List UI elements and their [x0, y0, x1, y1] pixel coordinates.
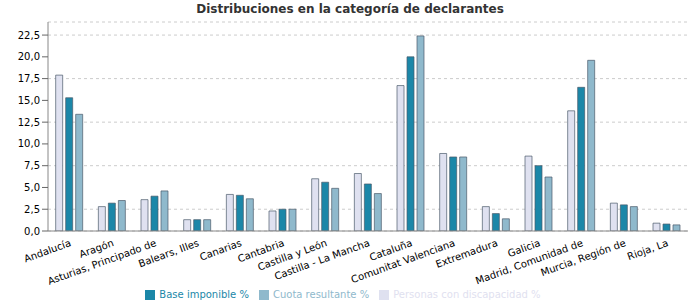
- svg-text:Murcia, Región de: Murcia, Región de: [539, 237, 627, 278]
- svg-text:20,0: 20,0: [18, 51, 40, 62]
- html-text:Distribuciones en la categoría: Distribuciones en la categoría de declar…: [196, 2, 504, 16]
- html-text:Base imponible %: Base imponible %: [159, 289, 249, 300]
- svg-text:Galicia: Galicia: [506, 237, 542, 260]
- svg-text:2,5: 2,5: [24, 204, 40, 215]
- svg-text:17,5: 17,5: [18, 73, 40, 84]
- svg-text:Balears, Illes: Balears, Illes: [137, 237, 201, 269]
- html-text:Personas con discapacidad %: Personas con discapacidad %: [393, 289, 541, 300]
- svg-text:Andalucía: Andalucía: [22, 237, 72, 264]
- svg-text:Castilla y León: Castilla y León: [256, 237, 329, 273]
- svg-text:Canarias: Canarias: [198, 237, 243, 262]
- svg-text:Asturias, Principado de: Asturias, Principado de: [46, 237, 158, 287]
- html-text:Cuota resultante %: Cuota resultante %: [273, 289, 370, 300]
- svg-text:Madrid, Comunidad de: Madrid, Comunidad de: [474, 237, 585, 287]
- svg-text:15,0: 15,0: [18, 95, 40, 106]
- svg-text:10,0: 10,0: [18, 138, 40, 149]
- svg-text:Comunitat Valenciana: Comunitat Valenciana: [349, 237, 457, 286]
- svg-text:Castilla - La Mancha: Castilla - La Mancha: [272, 237, 372, 282]
- svg-text:22,5: 22,5: [18, 30, 40, 41]
- svg-text:12,5: 12,5: [18, 117, 40, 128]
- svg-text:Cantabria: Cantabria: [236, 237, 286, 265]
- svg-text:5,0: 5,0: [24, 182, 40, 193]
- svg-text:Aragón: Aragón: [77, 237, 116, 260]
- svg-text:Extremadura: Extremadura: [434, 237, 499, 270]
- svg-text:Rioja, La: Rioja, La: [626, 237, 670, 262]
- svg-text:0,0: 0,0: [24, 226, 40, 237]
- svg-text:7,5: 7,5: [24, 160, 40, 171]
- svg-text:Cataluña: Cataluña: [368, 237, 414, 263]
